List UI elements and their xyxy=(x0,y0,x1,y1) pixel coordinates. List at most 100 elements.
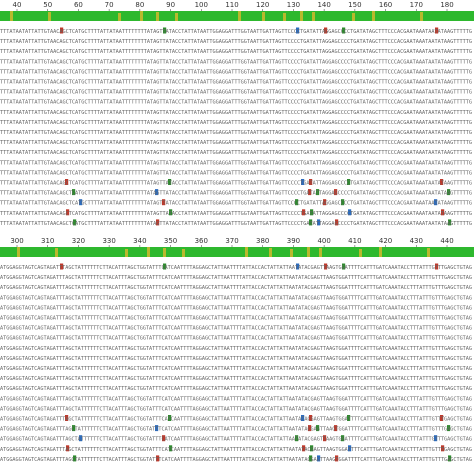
ruler-label: 150 xyxy=(348,1,361,9)
variant-highlight xyxy=(309,415,313,421)
sequence-row: TTTATAATATTATTGTAACAGCTCATGCTTTTATTATAAT… xyxy=(0,69,472,75)
ruler-label: 370 xyxy=(225,237,238,245)
variant-highlight xyxy=(447,425,451,432)
sequence-row: ATGGAGGTAGTCAGTAGATTTAGCTATTTTTTCTTACATT… xyxy=(0,305,472,311)
consensus-bar xyxy=(0,247,474,257)
ruler-label: 70 xyxy=(105,1,114,9)
variant-highlight xyxy=(434,199,438,206)
variant-highlight xyxy=(308,425,312,432)
variant-highlight xyxy=(440,179,444,185)
variant-highlight xyxy=(163,263,167,270)
sequence-row: ATGGAGGTAGTCAGTAGATTTAGCTATTTTTTCTTACATT… xyxy=(0,447,472,453)
sequence-row: TTTATAATATTATTGTAACAGCTCATGCTTTTATTATAAT… xyxy=(0,110,472,116)
consensus-bar xyxy=(0,11,474,21)
variant-highlight xyxy=(440,415,444,421)
sequence-row: TTTATAATATTATTGTAACAGCTCATGCTTTTATTATAAT… xyxy=(0,130,472,136)
consensus-variation xyxy=(379,247,382,257)
ruler-label: 360 xyxy=(195,237,208,245)
variant-highlight xyxy=(435,27,439,34)
consensus-variation xyxy=(182,249,185,257)
ruler-label: 330 xyxy=(102,237,115,245)
variant-highlight xyxy=(302,209,306,216)
consensus-variation xyxy=(163,248,166,257)
ruler-label: 60 xyxy=(74,1,83,9)
ruler-label: 430 xyxy=(410,237,423,245)
variant-highlight xyxy=(301,179,305,185)
ruler-label: 400 xyxy=(317,237,330,245)
consensus-variation xyxy=(147,247,150,257)
consensus-variation xyxy=(118,13,121,21)
sequence-row: ATGGAGGTAGTCAGTAGATTTAGCTATTTTTTCTTACATT… xyxy=(0,417,472,423)
variant-highlight xyxy=(169,445,173,452)
consensus-variation xyxy=(300,11,303,21)
variant-highlight xyxy=(341,435,345,442)
sequence-row: TTTATAATATTATTGTAACAGCTCATGCTTTTATTATAAT… xyxy=(0,201,472,207)
sequence-row: TTTATAATATTATTGTAACAGCTCATGCTTTTATTATAAT… xyxy=(0,181,472,187)
consensus-variation xyxy=(156,12,159,21)
variant-highlight xyxy=(317,219,321,226)
variant-highlight xyxy=(302,445,306,452)
variant-highlight xyxy=(162,199,166,206)
ruler-label: 300 xyxy=(10,237,23,245)
sequence-row: TTTATAATATTATTGTAACAGCTCATGCTTTTATTATAAT… xyxy=(0,211,472,217)
consensus-variation xyxy=(352,13,355,21)
variant-highlight xyxy=(60,27,64,34)
sequence-row: ATGGAGGTAGTCAGTAGATTTAGCTATTTTTTCTTACATT… xyxy=(0,326,472,332)
variant-highlight xyxy=(435,263,439,270)
variant-highlight xyxy=(73,455,77,462)
consensus-variation xyxy=(319,248,322,257)
variant-highlight xyxy=(73,219,77,226)
variant-highlight xyxy=(308,189,312,196)
variant-highlight xyxy=(155,189,159,196)
consensus-variation xyxy=(359,249,362,257)
sequence-row: TTTATAATATTATTGTAACAGCTCATGCTTTTATTATAAT… xyxy=(0,221,472,227)
variant-highlight xyxy=(168,415,172,421)
variant-highlight xyxy=(342,27,346,34)
variant-highlight xyxy=(162,435,166,442)
variant-highlight xyxy=(295,199,299,206)
ruler-label: 140 xyxy=(317,1,330,9)
ruler-label: 100 xyxy=(195,1,208,9)
variant-highlight xyxy=(348,445,352,452)
variant-highlight xyxy=(448,219,452,226)
variant-highlight xyxy=(447,189,451,196)
variant-highlight xyxy=(334,425,338,432)
ruler-label: 130 xyxy=(287,1,300,9)
ruler-label: 340 xyxy=(133,237,146,245)
variant-highlight xyxy=(316,425,320,432)
ruler-label: 410 xyxy=(348,237,361,245)
ruler-label: 320 xyxy=(72,237,85,245)
variant-highlight xyxy=(434,435,438,442)
consensus-variation xyxy=(427,248,430,257)
ruler-label: 120 xyxy=(256,1,269,9)
sequence-row: TTTATAATATTATTGTAACAGCTCATGCTTTTATTATAAT… xyxy=(0,160,472,166)
variant-highlight xyxy=(66,445,70,452)
variant-highlight xyxy=(316,189,320,196)
consensus-variation xyxy=(262,12,265,21)
variant-highlight xyxy=(334,189,338,196)
sequence-row: ATGGAGGTAGTCAGTAGATTTAGCTATTTTTTCTTACATT… xyxy=(0,316,472,322)
consensus-variation xyxy=(312,12,315,21)
consensus-variation xyxy=(17,247,20,257)
variant-highlight xyxy=(168,179,172,185)
consensus-variation xyxy=(238,11,241,21)
variant-highlight xyxy=(156,219,160,226)
ruler-label: 310 xyxy=(41,237,54,245)
sequence-row: ATGGAGGTAGTCAGTAGATTTAGCTATTTTTTCTTACATT… xyxy=(0,295,472,301)
variant-highlight xyxy=(156,455,160,462)
variant-highlight xyxy=(65,179,69,185)
sequence-row: TTTATAATATTATTGTAACAGCTCATGCTTTTATTATAAT… xyxy=(0,59,472,65)
ruler-label: 170 xyxy=(410,1,423,9)
variant-highlight xyxy=(348,209,352,216)
sequence-row: TTTATAATATTATTGTAACAGCTCATGCTTTTATTATAAT… xyxy=(0,39,472,45)
sequence-row: TTTATAATATTATTGTAACAGCTCATGCTTTTATTATAAT… xyxy=(0,120,472,126)
variant-highlight xyxy=(295,435,299,442)
variant-highlight xyxy=(323,199,327,206)
sequence-row: ATGGAGGTAGTCAGTAGATTTAGCTATTTTTTCTTACATT… xyxy=(0,366,472,372)
variant-highlight xyxy=(60,263,64,270)
ruler-label: 350 xyxy=(164,237,177,245)
variant-highlight xyxy=(66,209,70,216)
ruler-label: 90 xyxy=(166,1,175,9)
consensus-variation xyxy=(283,13,286,21)
